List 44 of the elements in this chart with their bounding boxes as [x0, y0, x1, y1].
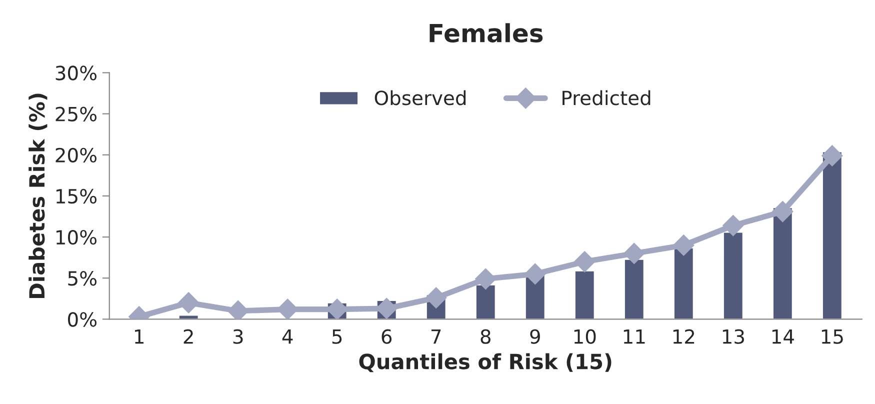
y-tick-label: 0%: [68, 312, 96, 327]
bar: [475, 284, 496, 320]
chart-title: Females: [430, 23, 543, 43]
bar: [624, 258, 645, 320]
point: [624, 242, 645, 264]
x-tick-label: 1: [135, 329, 144, 344]
point: [722, 214, 744, 236]
x-tick-label: 3: [233, 329, 243, 344]
x-tick-label: 14: [772, 329, 794, 344]
x-tick-label: 8: [480, 329, 490, 344]
bar: [673, 246, 694, 320]
x-tick-label: 15: [822, 329, 843, 344]
y-tick-label: 30%: [56, 66, 96, 80]
bar: [822, 150, 843, 320]
legend-label: Predicted: [562, 90, 650, 106]
y-tick-label: 5%: [68, 271, 96, 286]
x-tick-label: 5: [332, 329, 342, 344]
x-axis-title: Quantiles of Risk (15): [359, 353, 612, 372]
bar: [722, 231, 744, 320]
point: [574, 251, 596, 272]
point: [822, 145, 843, 166]
y-tick-label: 15%: [56, 188, 96, 204]
point: [772, 201, 794, 222]
x-tick-label: 7: [432, 329, 441, 344]
x-tick-label: 2: [184, 329, 193, 344]
x-tick-label: 12: [673, 329, 694, 344]
x-tick-label: 13: [722, 329, 744, 344]
x-tick-label: 9: [530, 329, 540, 344]
y-tick-label: 25%: [56, 106, 96, 122]
point: [178, 292, 200, 314]
x-tick-label: 10: [574, 329, 596, 344]
point: [524, 263, 546, 284]
y-tick-label: 10%: [56, 230, 96, 245]
point: [475, 268, 496, 290]
x-tick-label: 6: [382, 329, 392, 344]
y-tick-label: 20%: [56, 148, 96, 163]
y-axis-title: Diabetes Risk (%): [28, 94, 48, 298]
point: [426, 287, 447, 308]
bar: [574, 270, 596, 320]
bar: [772, 206, 794, 320]
x-tick-label: 11: [624, 329, 645, 344]
x-tick-label: 4: [282, 329, 293, 344]
point: [673, 234, 694, 256]
legend-label: Observed: [374, 90, 466, 106]
